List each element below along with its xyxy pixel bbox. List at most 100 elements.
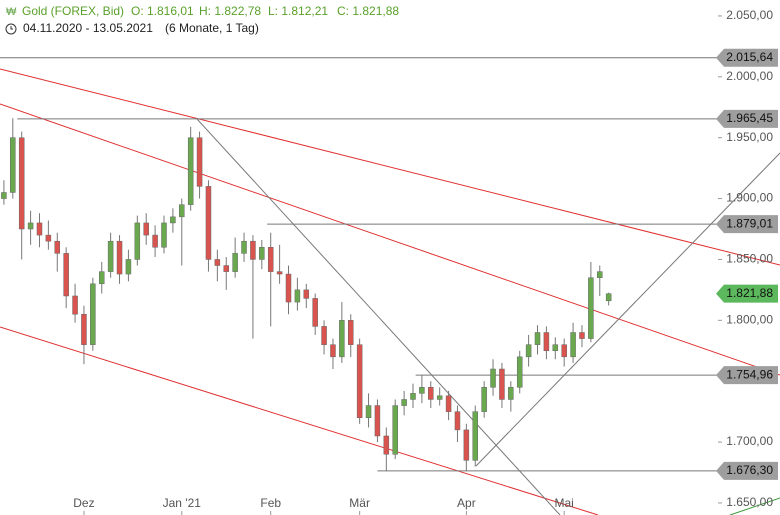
x-tick-label: Mai xyxy=(555,496,574,510)
level-tag xyxy=(716,109,778,128)
candle-body xyxy=(72,295,78,315)
trend-line xyxy=(0,68,780,266)
candle-body xyxy=(10,137,16,193)
candle-body xyxy=(356,344,363,418)
candle-body xyxy=(552,344,559,352)
candle-body xyxy=(401,399,407,406)
candle-body xyxy=(205,186,212,260)
candle-body xyxy=(81,313,87,345)
candle-body xyxy=(348,320,354,345)
trend-line xyxy=(729,497,780,515)
candle-body xyxy=(259,247,265,260)
candle-body xyxy=(374,405,381,437)
candle-body xyxy=(410,393,416,400)
candle-body xyxy=(481,387,487,412)
candle-body xyxy=(339,320,345,358)
y-tick-label: 1.800,00 xyxy=(726,312,773,326)
candle-body xyxy=(116,240,123,275)
icon: ₩ xyxy=(6,6,17,18)
candle-body xyxy=(419,387,425,394)
y-tick-label: 2.000,00 xyxy=(726,69,773,83)
x-tick-label: Feb xyxy=(260,496,281,510)
plot: 2.050,00 2.000,00 1.950,00 1.900,00 1.850,00… xyxy=(0,8,778,515)
ohlc-close: C: 1.821,88 xyxy=(337,4,399,18)
candle-body xyxy=(36,222,43,236)
candle-body xyxy=(303,289,310,299)
candle-body xyxy=(125,259,132,275)
candle-body xyxy=(54,240,61,254)
candle-body xyxy=(63,253,69,297)
candle-body xyxy=(241,240,247,254)
last-price-tag xyxy=(716,284,778,303)
candle-body xyxy=(472,411,479,461)
candle-body xyxy=(570,332,576,358)
candle-body xyxy=(285,273,292,303)
header: ₩ Gold (FOREX, Bid) O: 1.816,01 H: 1.822… xyxy=(5,4,399,35)
level-label: 1.676,30 xyxy=(726,463,773,477)
candle-body xyxy=(605,293,612,302)
candle-body xyxy=(161,222,167,248)
x-tick-label: Apr xyxy=(457,496,476,510)
candle-body xyxy=(428,387,434,400)
candle-body xyxy=(445,395,452,412)
candle-body xyxy=(330,344,336,358)
level-tag xyxy=(716,461,778,480)
period: 04.11.2020 - 13.05.2021 xyxy=(23,21,153,35)
y-tick-label: 1.900,00 xyxy=(726,191,773,205)
candle-body xyxy=(276,271,283,275)
clock-icon xyxy=(5,23,17,35)
level-tag xyxy=(716,366,778,385)
instrument: Gold (FOREX, Bid) xyxy=(22,4,124,18)
candle-body xyxy=(27,222,34,230)
y-tick-label: 1.700,00 xyxy=(726,434,773,448)
candle-body xyxy=(499,368,505,400)
x-tick-label: Jan '21 xyxy=(163,496,202,510)
clock-hands xyxy=(10,26,13,30)
trend-line xyxy=(0,103,780,376)
last-price-label: 1.821,88 xyxy=(726,286,773,300)
candle-body xyxy=(98,271,105,285)
ohlc-open: O: 1.816,01 xyxy=(131,4,194,18)
candle-body xyxy=(107,240,114,272)
candle-body xyxy=(18,137,25,230)
candle-body xyxy=(321,326,327,345)
candle-body xyxy=(508,387,514,400)
y-tick-label: 1.650,00 xyxy=(726,495,773,509)
candle-body xyxy=(214,259,221,266)
candle-body xyxy=(588,277,594,339)
y-tick-label: 1.950,00 xyxy=(726,130,773,144)
candle-body xyxy=(196,137,203,187)
candle-body xyxy=(294,289,301,303)
candle-body xyxy=(561,344,567,358)
candle-body xyxy=(543,332,550,352)
candle-body xyxy=(1,192,7,199)
candle-body xyxy=(463,429,470,461)
candle-body xyxy=(436,395,443,400)
trend-line xyxy=(475,152,780,467)
candle-body xyxy=(152,234,158,248)
candle-body xyxy=(312,298,318,327)
candle-body xyxy=(223,265,229,272)
candle-body xyxy=(45,234,52,242)
candle-body xyxy=(170,216,176,224)
candle-body xyxy=(232,253,238,272)
candle-body xyxy=(187,137,194,205)
trend-lines xyxy=(0,68,780,515)
x-tick-label: Dez xyxy=(73,496,94,510)
candle-body xyxy=(579,332,585,339)
candle-body xyxy=(534,332,541,345)
candle-body xyxy=(90,283,96,345)
y-tick-label: 1.850,00 xyxy=(726,252,773,266)
level-tag xyxy=(716,215,778,234)
candle-body xyxy=(597,271,603,278)
y-tick-label: 2.050,00 xyxy=(726,8,773,22)
ohlc-low: L: 1.812,21 xyxy=(268,4,328,18)
level-label: 1.965,45 xyxy=(726,111,773,125)
candle-body xyxy=(179,204,185,218)
period-note: (6 Monate, 1 Tag) xyxy=(165,21,259,35)
candle-body xyxy=(143,222,149,236)
level-tag xyxy=(716,48,778,67)
candle-body xyxy=(490,368,496,388)
candle-body xyxy=(454,411,461,431)
